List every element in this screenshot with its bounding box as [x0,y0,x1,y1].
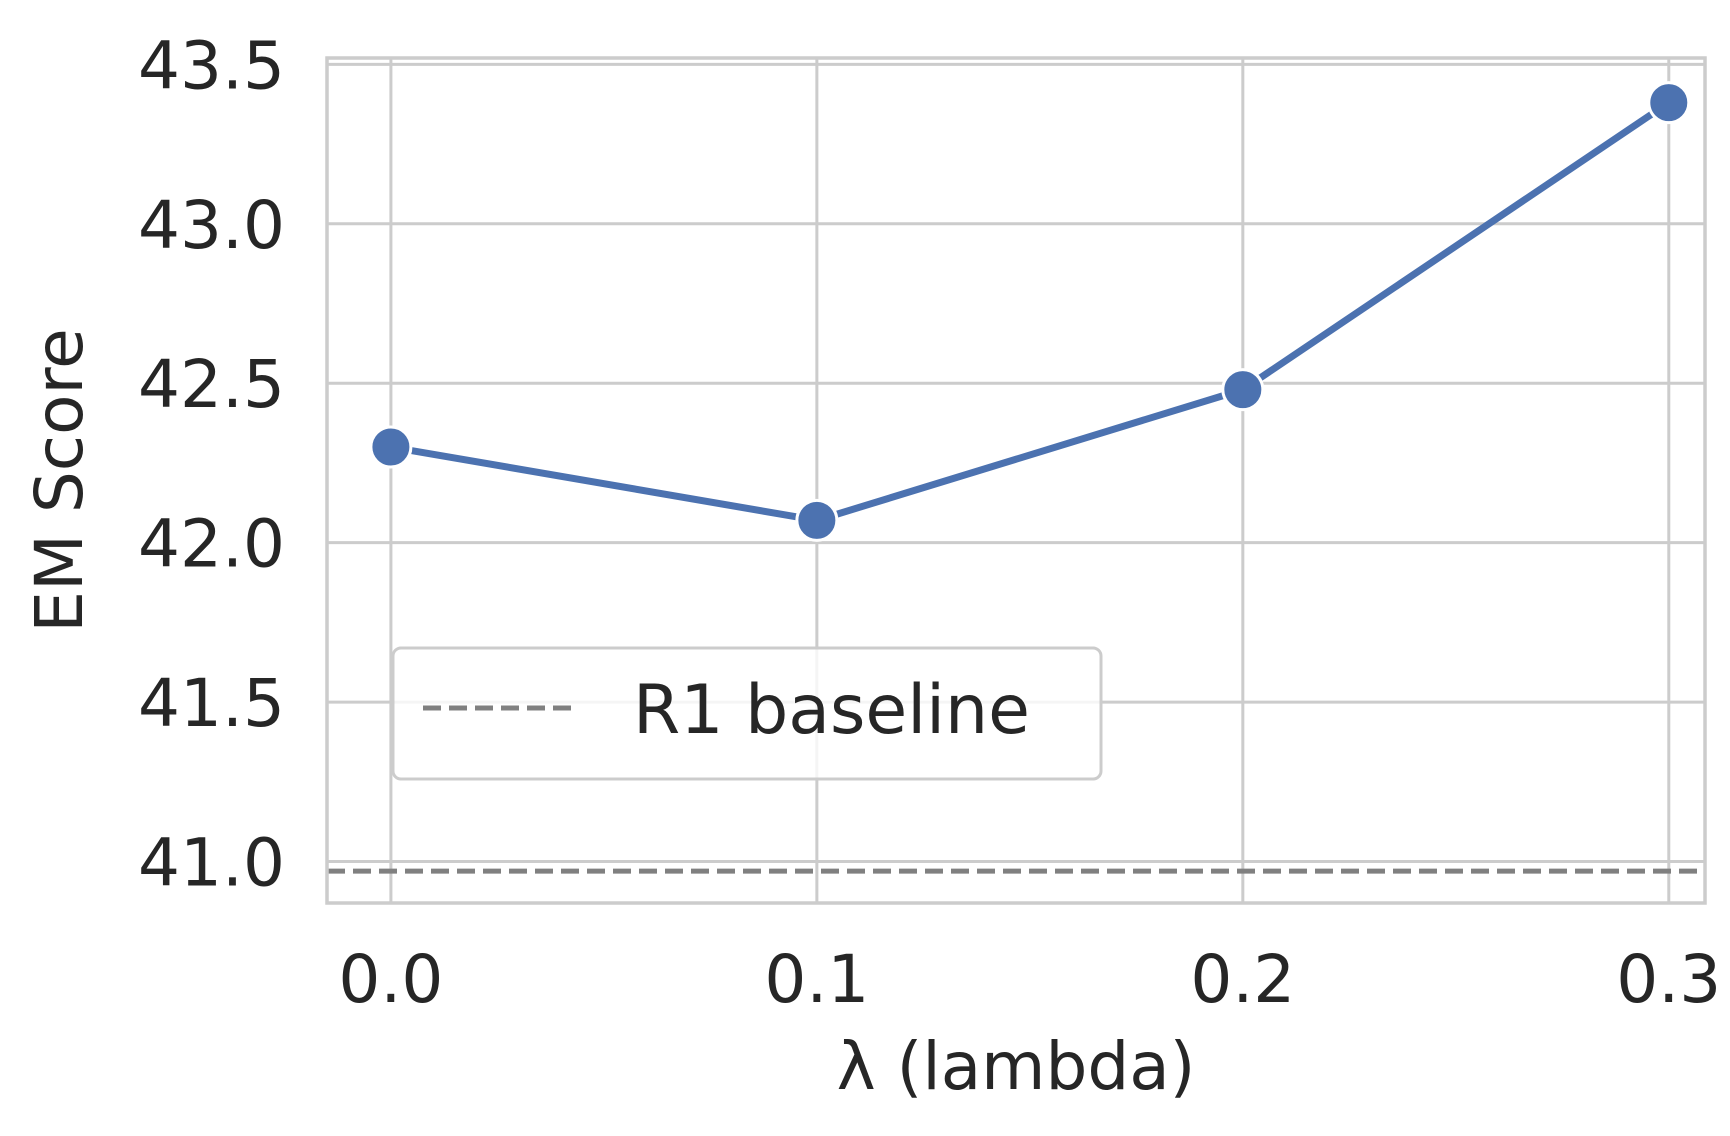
series-layer [369,81,1691,542]
x-tick-label: 0.3 [1616,941,1721,1018]
tick-labels: 0.0 0.1 0.2 0.3 41.0 41.5 42.0 42.5 43.0 43.5 [138,27,1721,1018]
series-line [387,99,1673,524]
y-tick-label: 41.0 [138,825,285,902]
plot-border [325,56,1707,905]
data-point [369,425,413,469]
x-tick-label: 0.2 [1190,941,1295,1018]
legend: R1 baseline [391,646,1103,781]
data-point [1647,81,1691,125]
y-tick-label: 42.5 [138,346,285,423]
y-tick-label: 43.0 [138,187,285,264]
x-tick-label: 0.0 [338,941,443,1018]
y-tick-label: 43.5 [138,27,285,104]
plot-frame [325,56,1707,905]
data-point [1221,368,1265,412]
legend-box [391,646,1103,781]
legend-label-r1-baseline: R1 baseline [633,671,1030,750]
data-point [795,498,839,542]
y-axis-label: EM Score [21,328,98,632]
x-tick-label: 0.1 [764,941,869,1018]
y-tick-label: 42.0 [138,506,285,583]
x-axis-label: λ (lambda) [837,1028,1196,1105]
y-tick-label: 41.5 [138,665,285,742]
